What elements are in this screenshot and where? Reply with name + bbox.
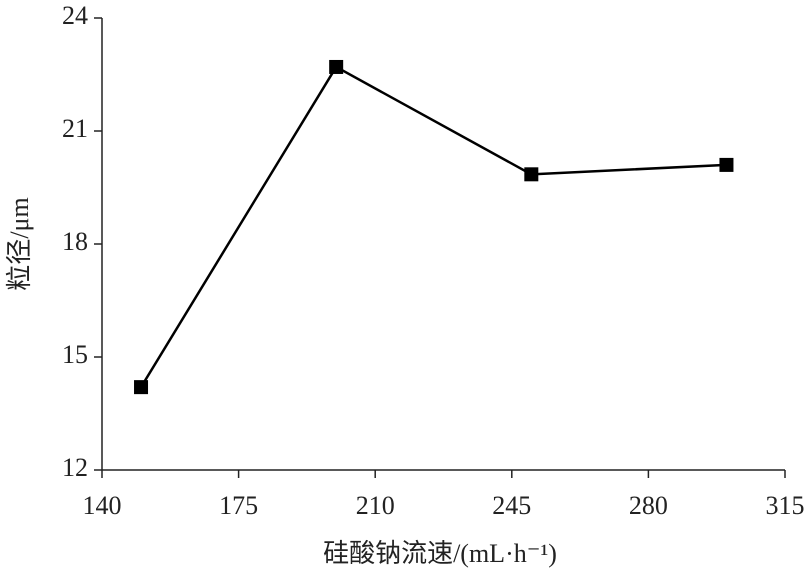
series-line — [139, 65, 727, 388]
x-tick-label: 210 — [356, 491, 395, 520]
marker — [329, 59, 344, 74]
marker — [524, 167, 539, 182]
y-tick-label: 18 — [62, 227, 88, 256]
x-tick-label: 175 — [219, 491, 258, 520]
x-tick-label: 245 — [492, 491, 531, 520]
y-axis-label: 粒径/μm — [5, 197, 34, 290]
x-tick-label: 280 — [629, 491, 668, 520]
x-tick-label: 140 — [83, 491, 122, 520]
marker — [719, 157, 734, 172]
y-tick-label: 24 — [62, 1, 88, 30]
y-tick-label: 15 — [62, 340, 88, 369]
x-axis-label: 硅酸钠流速/(mL·h⁻¹) — [323, 539, 557, 568]
marker — [134, 380, 149, 395]
y-tick-label: 21 — [62, 114, 88, 143]
x-tick-label: 315 — [766, 491, 805, 520]
y-tick-label: 12 — [62, 453, 88, 482]
